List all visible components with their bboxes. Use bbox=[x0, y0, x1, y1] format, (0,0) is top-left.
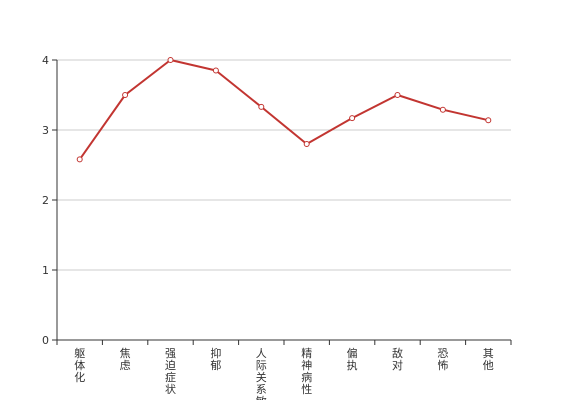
x-tick-label: 偏执 bbox=[347, 346, 358, 372]
x-tick-label: 抑郁 bbox=[210, 346, 221, 372]
x-tick-label: 其他 bbox=[483, 347, 494, 372]
y-tick-label: 3 bbox=[42, 124, 49, 137]
x-tick-label: 焦虑 bbox=[120, 347, 131, 372]
data-point bbox=[122, 92, 129, 98]
data-point bbox=[349, 115, 356, 122]
series-line bbox=[78, 59, 489, 160]
y-tick-label: 4 bbox=[42, 54, 49, 67]
x-tick-label: 躯体化 bbox=[74, 347, 85, 384]
data-point bbox=[303, 141, 310, 147]
x-tick-label: 敌对 bbox=[392, 346, 403, 372]
data-point bbox=[212, 67, 219, 74]
x-tick-label: 精神病性 bbox=[301, 347, 312, 396]
axis-layer bbox=[52, 59, 512, 345]
data-point bbox=[439, 106, 446, 113]
label-layer: 0 1 2 3 4 躯体化 焦虑 强迫症状 抑郁 人际关系敏感 精神病性 偏执 敌对 恐怖 其他 bbox=[42, 54, 494, 404]
data-point bbox=[258, 103, 265, 110]
x-tick-label: 恐怖 bbox=[437, 347, 448, 372]
y-tick-label: 0 bbox=[42, 334, 49, 347]
y-tick-label: 2 bbox=[42, 194, 49, 207]
x-tick-label: 强迫症状 bbox=[165, 347, 176, 396]
series-layer bbox=[76, 57, 492, 163]
x-tick-label: 人际关系敏感 bbox=[256, 347, 267, 400]
grid-layer bbox=[57, 59, 511, 271]
y-tick-label: 1 bbox=[42, 264, 49, 277]
data-point bbox=[167, 57, 174, 63]
data-point bbox=[76, 156, 83, 163]
data-point bbox=[485, 117, 492, 124]
data-point bbox=[394, 92, 401, 98]
